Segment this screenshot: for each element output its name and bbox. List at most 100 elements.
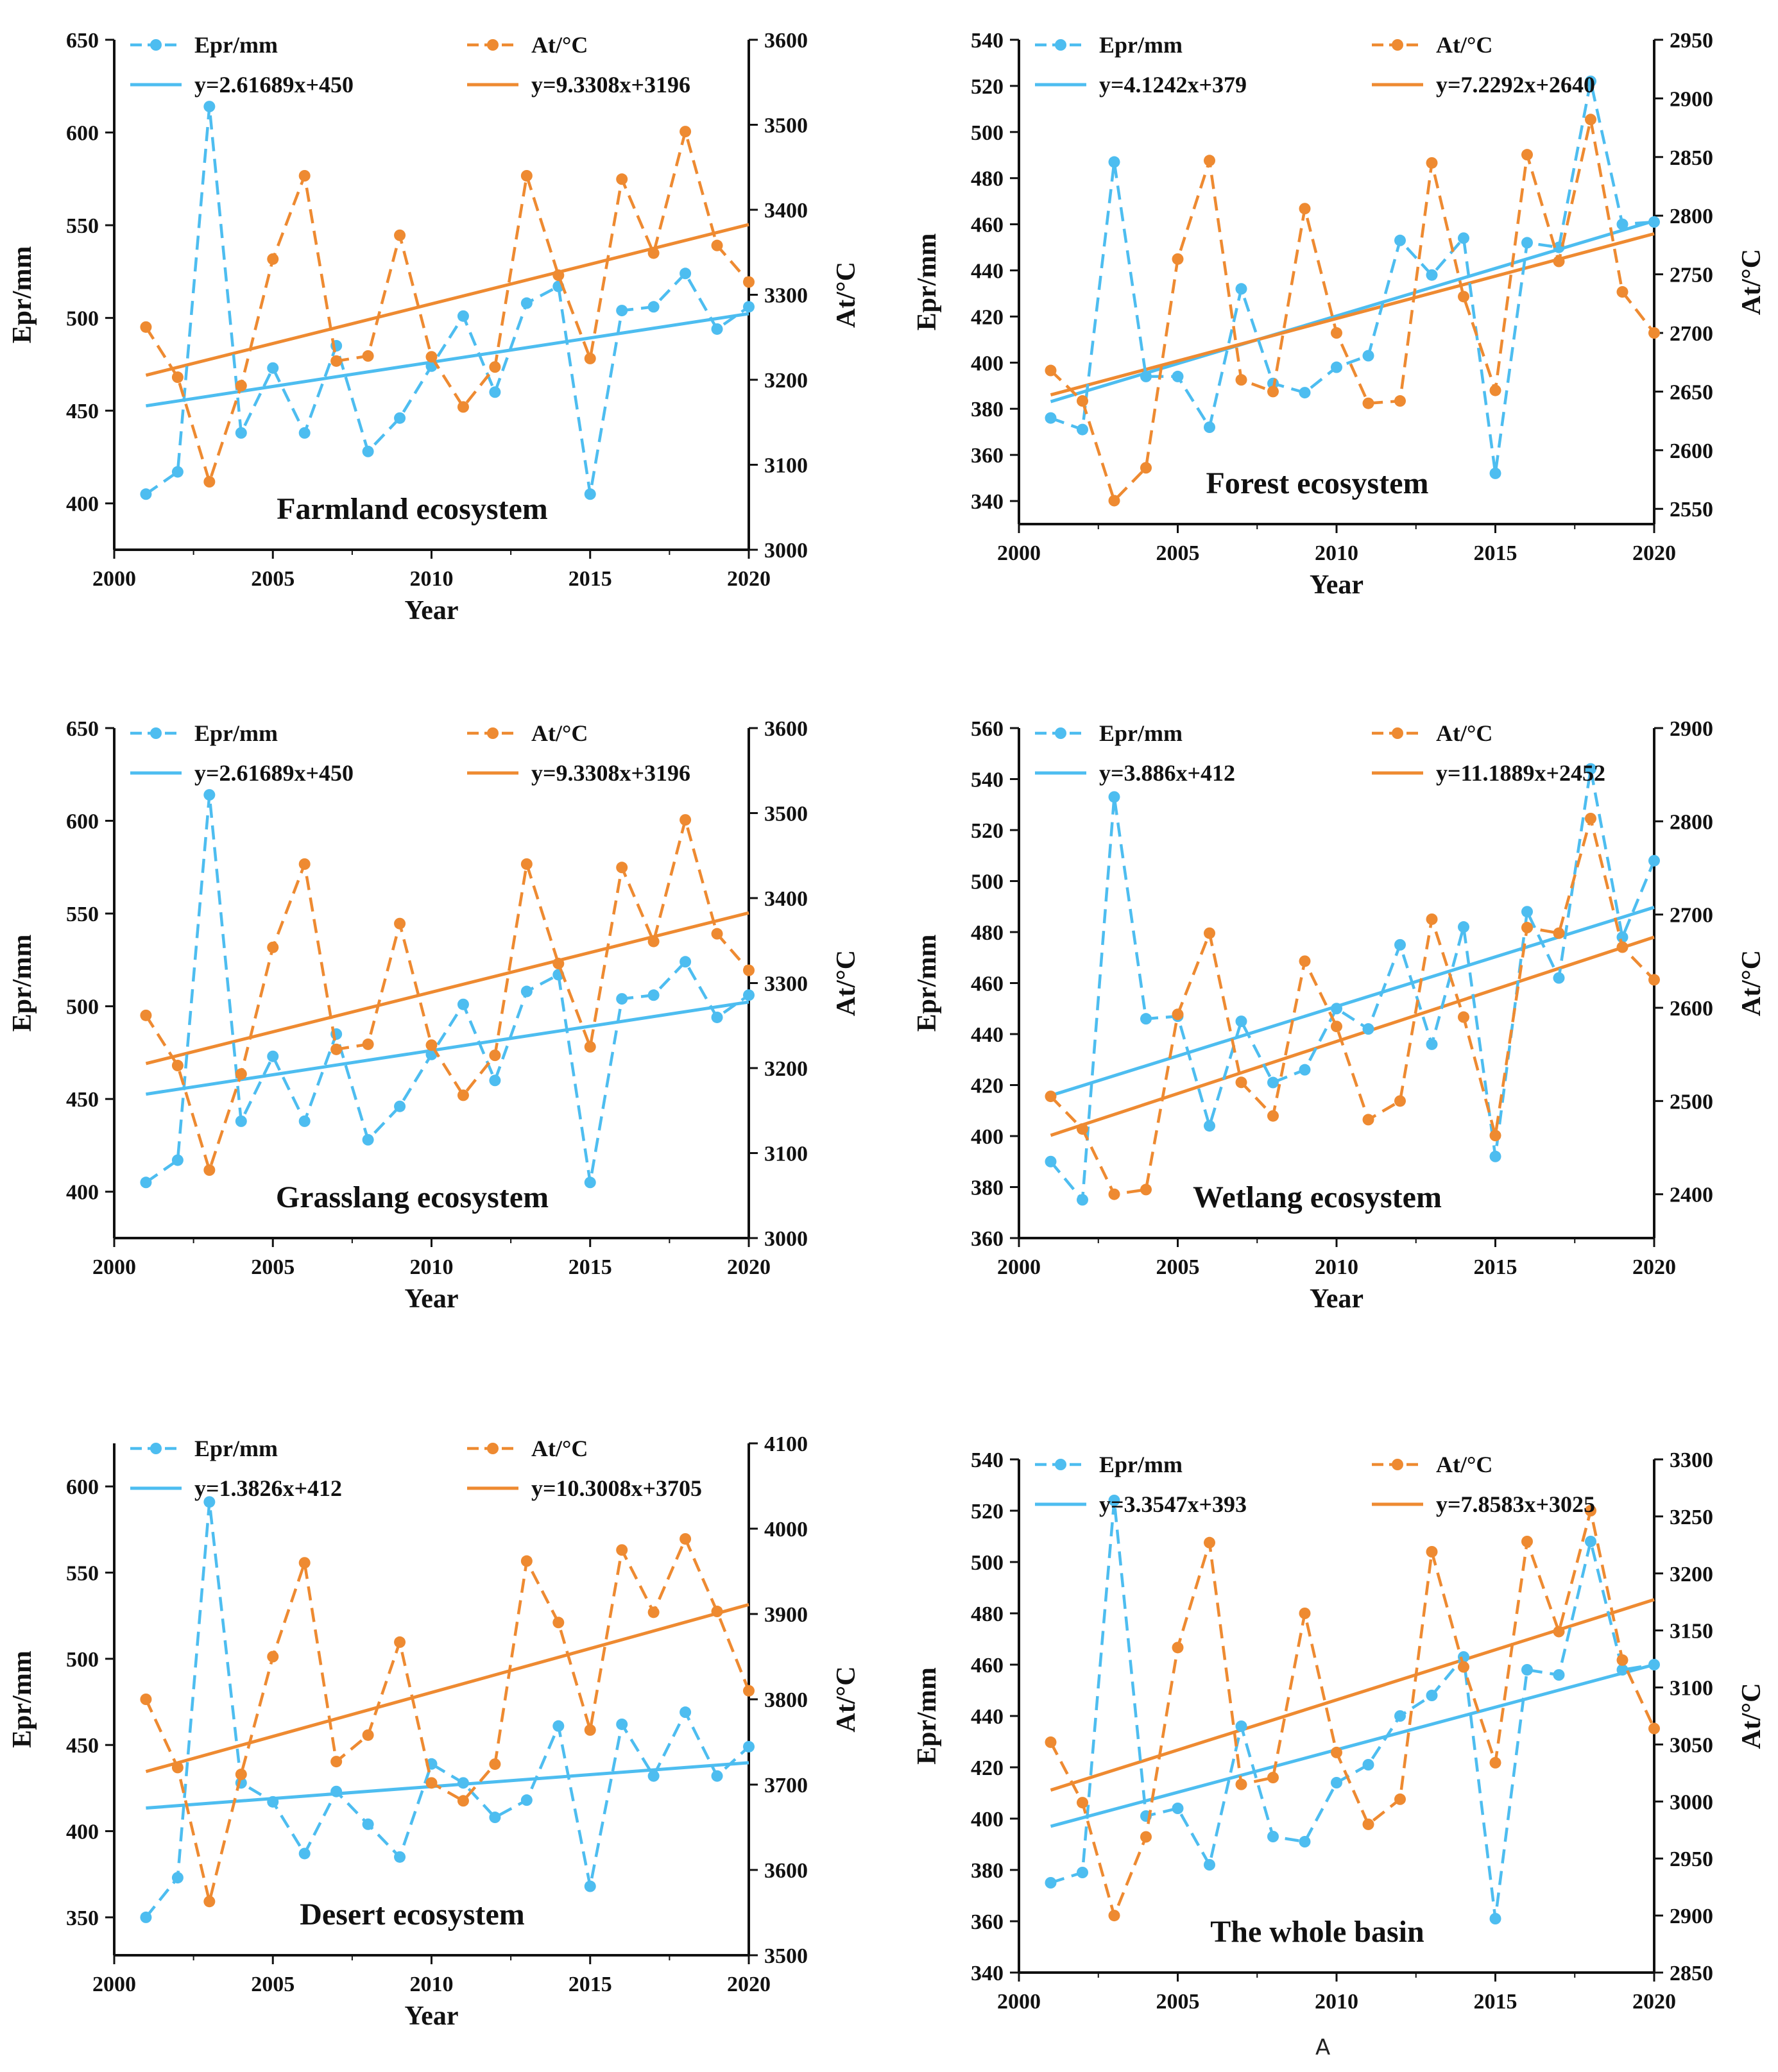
x-tick-label: 2015	[568, 1255, 612, 1279]
y-tick-label: 400	[971, 352, 1004, 375]
y-axis-label: Epr/mm	[912, 1667, 942, 1765]
y-tick-label: 600	[66, 122, 99, 146]
legend-epr-fit-label: y=1.3826x+412	[194, 1475, 342, 1501]
data-point-at	[1616, 941, 1628, 953]
data-point-epr	[743, 989, 755, 1001]
data-point-epr	[1362, 350, 1374, 362]
data-point-at	[711, 1606, 723, 1618]
data-point-at	[647, 247, 660, 259]
y-tick-label: 380	[971, 1859, 1004, 1883]
y-tick-label: 500	[971, 1551, 1004, 1575]
fit-line-epr	[146, 1000, 749, 1096]
series-line-at	[144, 126, 750, 487]
y-tick-label: 450	[66, 400, 99, 423]
y2-axis-label: At/°C	[832, 1666, 861, 1732]
y-tick-label: 520	[971, 1500, 1004, 1524]
data-point-at	[1172, 1008, 1184, 1021]
data-point-epr	[1489, 467, 1501, 479]
legend-epr-marker	[1055, 727, 1066, 739]
y-tick-label: 440	[971, 1705, 1004, 1729]
y-tick-label: 650	[66, 29, 99, 53]
data-point-at	[489, 1758, 501, 1771]
y-tick-label: 450	[66, 1088, 99, 1112]
series-line-epr	[1050, 81, 1655, 474]
data-point-at	[520, 858, 533, 870]
data-point-epr	[1140, 1013, 1152, 1025]
x-tick-label: 2015	[1474, 1990, 1517, 2014]
data-point-epr	[1362, 1759, 1374, 1771]
data-point-at	[1299, 203, 1311, 215]
data-point-epr	[489, 1812, 501, 1824]
data-point-at	[1204, 1536, 1215, 1549]
legend-epr-fit-label: y=2.61689x+450	[194, 760, 354, 786]
y2-tick-label: 3000	[764, 539, 808, 563]
legend-epr-label: Epr/mm	[1099, 720, 1183, 746]
data-point-at	[203, 1164, 216, 1176]
data-point-at	[1521, 149, 1533, 161]
data-point-epr	[298, 1847, 311, 1860]
data-point-at	[743, 964, 755, 976]
data-point-at	[298, 170, 311, 182]
data-point-epr	[1489, 1150, 1501, 1162]
data-point-at	[171, 1060, 184, 1072]
fit-line-at	[1050, 1598, 1655, 1792]
data-point-at	[680, 1533, 692, 1545]
panel-title: Forest ecosystem	[1206, 466, 1429, 500]
legend-at-label: At/°C	[531, 720, 588, 746]
y2-tick-label: 2400	[1670, 1184, 1713, 1207]
data-point-at	[1426, 157, 1438, 169]
data-point-at	[1394, 1095, 1406, 1107]
data-point-at	[203, 476, 216, 488]
data-point-epr	[1362, 1023, 1374, 1035]
legend-at-label: At/°C	[1436, 720, 1492, 746]
x-tick-label: 2010	[1315, 1255, 1358, 1279]
data-point-epr	[616, 993, 628, 1005]
data-point-epr	[203, 789, 216, 801]
data-point-epr	[743, 1740, 755, 1753]
data-point-epr	[1553, 1669, 1565, 1681]
y2-tick-label: 2850	[1670, 1962, 1713, 1985]
y-tick-label: 450	[66, 1734, 99, 1758]
y2-tick-label: 2600	[1670, 997, 1713, 1021]
data-point-at	[1235, 1778, 1247, 1790]
data-point-epr	[1108, 791, 1120, 803]
data-point-epr	[1426, 1038, 1438, 1050]
y-tick-label: 600	[66, 1475, 99, 1499]
data-point-epr	[1616, 1664, 1628, 1676]
data-point-at	[743, 276, 755, 288]
y-tick-label: 360	[971, 1910, 1004, 1934]
data-point-at	[616, 173, 628, 185]
x-tick-label: 2015	[1474, 1255, 1517, 1279]
x-tick-label: 2000	[997, 541, 1041, 565]
data-point-at	[1077, 1123, 1088, 1135]
data-point-epr	[584, 1176, 596, 1189]
data-point-epr	[647, 989, 660, 1001]
data-point-at	[1204, 155, 1215, 167]
y2-tick-label: 3300	[1670, 1448, 1713, 1472]
fit-line-at	[1050, 935, 1655, 1137]
data-point-at	[330, 355, 343, 367]
data-point-at	[140, 321, 152, 333]
data-point-epr	[298, 1115, 311, 1127]
data-point-epr	[235, 1115, 247, 1127]
data-point-at	[1267, 1772, 1279, 1783]
data-point-epr	[298, 427, 311, 439]
data-point-at	[1045, 1736, 1057, 1748]
y2-tick-label: 3300	[764, 284, 808, 308]
legend-epr-marker	[1055, 39, 1066, 51]
y2-tick-label: 3050	[1670, 1733, 1713, 1757]
data-point-at	[743, 1685, 755, 1697]
data-point-epr	[171, 1154, 184, 1166]
y2-tick-label: 2900	[1670, 87, 1713, 111]
data-point-epr	[1235, 1015, 1247, 1028]
data-point-epr	[520, 985, 533, 998]
data-point-epr	[552, 1720, 565, 1732]
data-point-at	[362, 1038, 374, 1050]
data-point-at	[1648, 327, 1660, 339]
data-point-at	[647, 1606, 660, 1618]
series-line-epr	[1050, 1500, 1655, 1919]
panel-1: 2000 2005 2010 2015 2020 400 450 500 550 600 650 30…	[8, 29, 861, 625]
y-tick-label: 420	[971, 305, 1004, 329]
data-point-at	[457, 1089, 469, 1101]
legend-epr-fit-label: y=4.1242x+379	[1099, 72, 1247, 98]
